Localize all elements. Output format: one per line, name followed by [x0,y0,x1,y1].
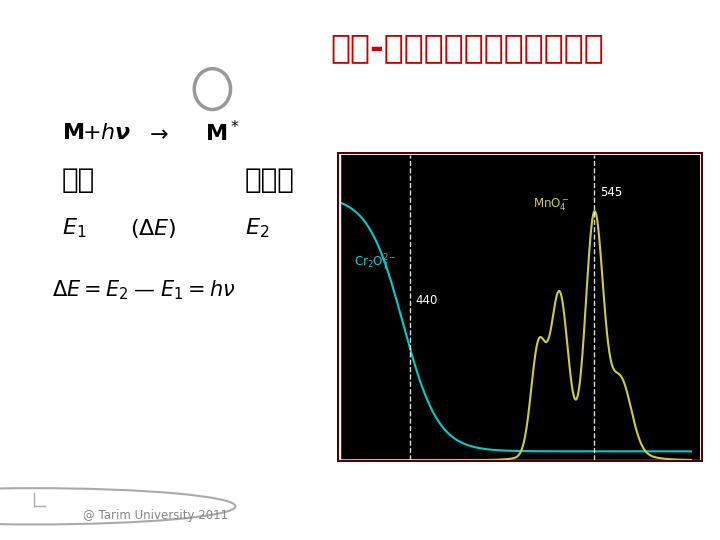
Text: $\lambda$: $\lambda$ [711,467,720,484]
Text: 激发态: 激发态 [245,166,295,194]
Text: 545: 545 [600,186,622,199]
Text: A: A [318,177,332,194]
Text: $\Delta \mathit{E} = \mathit{E}_2\;—\;\mathit{E}_1 = h\nu$: $\Delta \mathit{E} = \mathit{E}_2\;—\;\m… [52,278,235,302]
Text: 紫外-可见吸收光谱的基本原理: 紫外-可见吸收光谱的基本原理 [330,31,604,64]
Text: 基态: 基态 [62,166,95,194]
Text: $\rightarrow$: $\rightarrow$ [145,123,169,143]
Text: $\mathregular{MnO_4^-}$: $\mathregular{MnO_4^-}$ [533,196,570,213]
Text: $\mathbf{M}$: $\mathbf{M}$ [62,123,84,143]
Text: $+$: $+$ [82,123,100,143]
Text: Modern: Modern [13,19,114,43]
Text: $(\Delta \mathit{E})$: $(\Delta \mathit{E})$ [130,217,176,240]
Text: 440: 440 [415,294,438,307]
Text: Instrumental Analysis: Instrumental Analysis [13,55,176,68]
Text: $\mathit{E}_1$: $\mathit{E}_1$ [62,217,86,240]
Text: $\mathbf{M}^*$: $\mathbf{M}^*$ [205,120,240,146]
Text: $h\boldsymbol{\nu}$: $h\boldsymbol{\nu}$ [100,123,130,143]
Text: $\mathregular{Cr_2O_7^{2-}}$: $\mathregular{Cr_2O_7^{2-}}$ [354,252,397,273]
Text: $\mathit{E}_2$: $\mathit{E}_2$ [245,217,269,240]
Text: @ Tarim University 2011: @ Tarim University 2011 [83,509,228,522]
